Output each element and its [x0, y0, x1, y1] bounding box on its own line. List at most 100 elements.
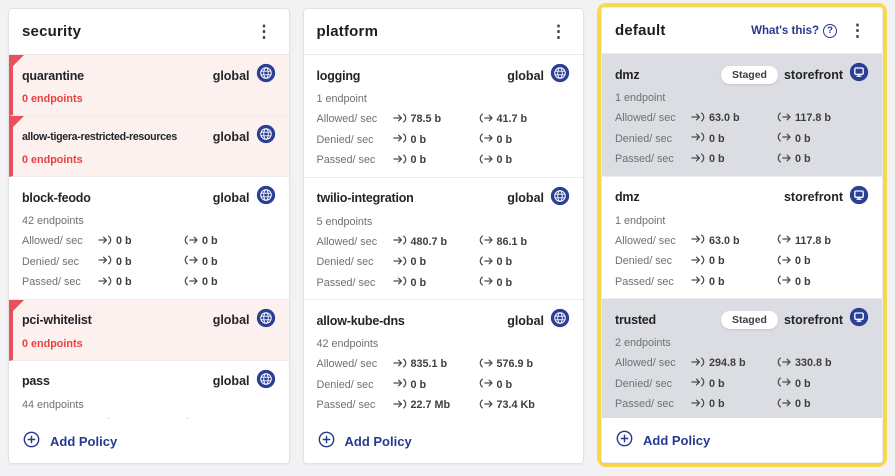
egress-icon	[479, 112, 493, 126]
endpoints-count: 42 endpoints	[316, 338, 379, 350]
egress-group: 0 b	[184, 275, 218, 289]
stat-label: Denied/ sec	[316, 133, 374, 146]
endpoints-count: 2 endpoints	[615, 337, 671, 349]
policy-card[interactable]: dmz storefront 1 endpoint Allowed/ sec 63.0 …	[602, 176, 882, 299]
policy-name: pci-whitelist	[22, 313, 92, 327]
globe-icon	[550, 186, 570, 211]
policy-card[interactable]: dmz Staged storefront 1 endpoint Allowed/ se…	[602, 54, 882, 177]
egress-group: 117.8 b	[777, 234, 831, 247]
stat-row: Allowed/ sec 294.8 b 330.8 b	[615, 356, 869, 370]
policy-card[interactable]: block-feodo global 42 endpoints Allowed/ se…	[9, 177, 289, 300]
egress-icon	[777, 152, 791, 166]
stat-label: Allowed/ sec	[316, 235, 378, 248]
egress-value: 0 b	[202, 419, 218, 420]
ingress-icon	[691, 377, 705, 390]
add-policy-button[interactable]: Add Policy	[303, 419, 583, 463]
ingress-group: 835.1 b	[392, 357, 479, 371]
whats-this-link[interactable]: What's this??	[751, 23, 837, 38]
add-policy-label: Add Policy	[344, 433, 412, 449]
stat-row: Passed/ sec 0 b 0 b	[317, 276, 571, 289]
egress-group: 0 b	[479, 378, 512, 391]
stat-row: Denied/ sec 0 b 0 b	[615, 254, 869, 268]
stat-label: Passed/ sec	[316, 399, 376, 411]
egress-value: 0 b	[202, 235, 218, 247]
stat-label: Passed/ sec	[316, 276, 376, 289]
egress-icon	[479, 133, 493, 146]
ingress-group: 0 b	[392, 153, 479, 167]
ingress-icon	[691, 356, 705, 370]
policy-card[interactable]: allow-kube-dns global 42 endpoints Allowed/…	[303, 300, 583, 419]
policy-card[interactable]: logging global 1 endpoint Allowed/ sec 78.5 …	[303, 55, 583, 178]
egress-icon	[777, 234, 791, 247]
egress-group: 117.8 b	[777, 111, 832, 125]
egress-group: 0 b	[777, 275, 811, 288]
globe-icon	[256, 124, 276, 149]
add-policy-button[interactable]: Add Policy	[9, 419, 289, 463]
egress-value: 0 b	[795, 132, 811, 145]
plus-circle-icon	[318, 431, 335, 451]
stat-row: Denied/ sec 0 b 0 b	[22, 255, 276, 268]
egress-icon	[479, 357, 493, 371]
ingress-icon	[98, 275, 112, 289]
stat-label: Allowed/ sec	[22, 235, 83, 247]
kebab-menu-icon[interactable]: ⋮	[550, 22, 567, 41]
staged-badge: Staged	[720, 65, 778, 84]
policy-card[interactable]: twilio-integration global 5 endpoints Allow…	[303, 177, 583, 300]
endpoints-count: 0 endpoints	[22, 337, 83, 350]
policy-card[interactable]: quarantine global 0 endpoints	[9, 55, 289, 116]
ingress-group: 0 b	[392, 255, 479, 269]
policy-scope-label: global	[212, 190, 250, 205]
stat-label: Allowed/ sec	[615, 234, 676, 247]
policy-name: twilio-integration	[316, 191, 414, 205]
add-policy-button[interactable]: Add Policy	[602, 418, 882, 462]
policy-card[interactable]: pci-whitelist global 0 endpoints	[9, 299, 289, 361]
policy-card-title-row: logging global	[317, 63, 571, 88]
ingress-group: 0 b	[98, 418, 184, 419]
kebab-menu-icon[interactable]: ⋮	[849, 21, 866, 40]
help-icon: ?	[823, 23, 837, 38]
egress-group: 0 b	[479, 276, 512, 289]
storefront-icon	[849, 62, 869, 87]
egress-value: 0 b	[795, 153, 811, 165]
ingress-icon	[392, 276, 407, 289]
stat-label: Allowed/ sec	[615, 357, 676, 369]
ingress-icon	[392, 255, 407, 269]
egress-icon	[777, 377, 791, 390]
egress-icon	[777, 397, 791, 411]
policy-card-title-row: trusted Staged storefront	[615, 307, 869, 332]
egress-group: 576.9 b	[479, 357, 534, 371]
ingress-value: 0 b	[410, 378, 427, 391]
policy-scope-label: storefront	[783, 67, 843, 82]
egress-group: 41.7 b	[479, 112, 527, 126]
egress-icon	[184, 418, 198, 419]
egress-group: 0 b	[479, 255, 512, 269]
egress-icon	[777, 275, 791, 288]
policy-column-security: security ⋮ quarantine global 0 endpoints allo…	[8, 8, 290, 464]
egress-group: 0 b	[184, 255, 218, 268]
column-header: platform ⋮	[303, 9, 583, 55]
policy-card[interactable]: pass global 44 endpoints Allowed/ sec 0 b 0 b…	[9, 360, 289, 420]
globe-icon	[256, 308, 276, 333]
ingress-group: 480.7 b	[392, 235, 479, 248]
policy-card[interactable]: allow-tigera-restricted-resources global 0…	[9, 116, 289, 177]
kebab-menu-icon[interactable]: ⋮	[255, 22, 273, 41]
stat-row: Passed/ sec 0 b 0 b	[615, 275, 869, 288]
policy-name: logging	[316, 68, 361, 83]
egress-group: 0 b	[777, 132, 811, 145]
policy-column-platform: platform ⋮ logging global 1 endpoint Allowed/…	[302, 8, 584, 464]
plus-circle-icon	[616, 430, 633, 450]
egress-value: 0 b	[795, 255, 811, 267]
egress-group: 0 b	[184, 234, 218, 248]
ingress-icon	[392, 112, 407, 126]
policy-name: trusted	[615, 312, 656, 327]
egress-value: 117.8 b	[795, 112, 832, 124]
storefront-icon	[849, 185, 869, 210]
egress-value: 330.8 b	[795, 357, 832, 369]
ingress-group: 0 b	[691, 254, 777, 268]
egress-icon	[479, 153, 493, 167]
ingress-value: 0 b	[709, 275, 725, 288]
egress-value: 576.9 b	[496, 358, 534, 370]
policy-card[interactable]: trusted Staged storefront 2 endpoints Allowe…	[602, 299, 882, 418]
ingress-icon	[392, 357, 407, 371]
policy-card-title-row: dmz Staged storefront	[615, 62, 869, 87]
